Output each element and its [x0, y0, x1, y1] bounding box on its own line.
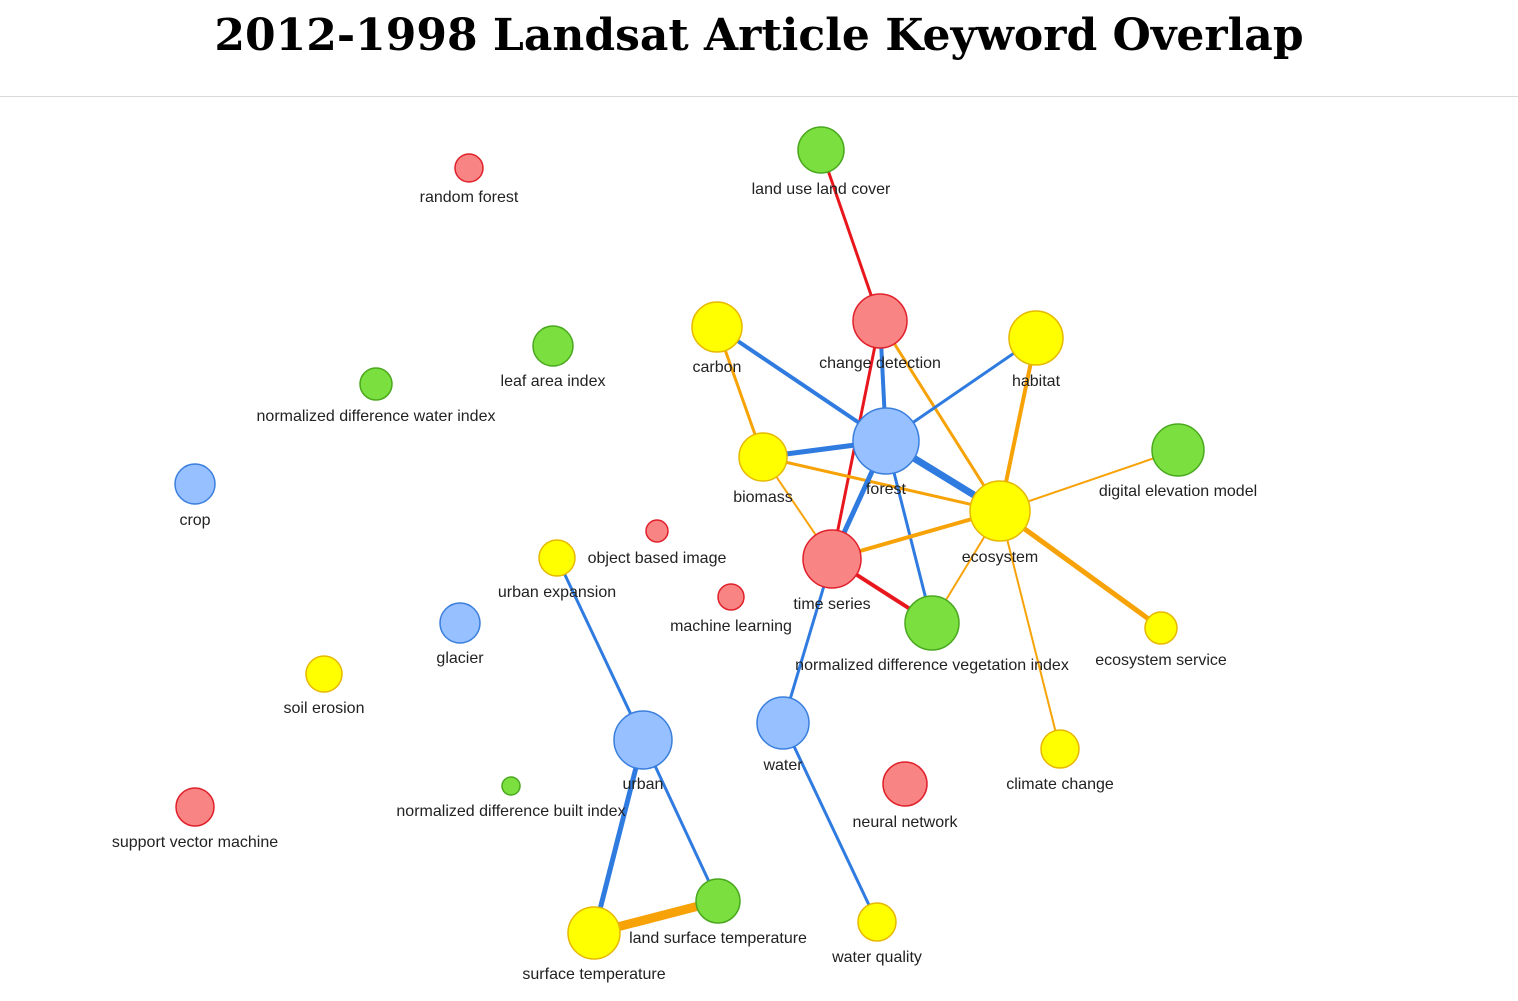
node-label-object-based-image: object based image [588, 550, 727, 567]
node-ndbi[interactable] [501, 776, 521, 796]
node-habitat[interactable] [1008, 310, 1064, 366]
node-label-leaf-area-index: leaf area index [501, 373, 606, 390]
node-label-ndbi: normalized difference built index [396, 803, 625, 820]
node-label-support-vector-machine: support vector machine [112, 834, 278, 851]
node-label-crop: crop [179, 512, 210, 529]
node-label-land-surface-temperature: land surface temperature [629, 930, 807, 947]
node-label-land-use-land-cover: land use land cover [752, 181, 891, 198]
header: 2012-1998 Landsat Article Keyword Overla… [0, 0, 1518, 97]
node-label-habitat: habitat [1012, 373, 1061, 390]
edge-ecosystem-ecosystem-service [998, 508, 1163, 631]
node-time-series[interactable] [802, 529, 862, 589]
node-label-carbon: carbon [693, 359, 742, 376]
node-crop[interactable] [174, 463, 216, 505]
node-label-neural-network: neural network [853, 814, 959, 831]
node-label-ndvi: normalized difference vegetation index [795, 657, 1069, 674]
node-carbon[interactable] [691, 301, 743, 353]
node-label-water-quality: water quality [831, 949, 922, 966]
node-land-use-land-cover[interactable] [797, 126, 845, 174]
node-digital-elevation-model[interactable] [1151, 423, 1205, 477]
node-label-soil-erosion: soil erosion [284, 700, 365, 717]
edge-water-water-quality [781, 722, 879, 923]
node-water[interactable] [756, 696, 810, 750]
edge-ecosystem-climate-change [999, 510, 1061, 750]
node-label-change-detection: change detection [819, 355, 941, 372]
node-random-forest[interactable] [454, 153, 484, 183]
node-support-vector-machine[interactable] [175, 787, 215, 827]
node-label-random-forest: random forest [420, 189, 519, 206]
nodes-layer [174, 126, 1205, 960]
node-ecosystem[interactable] [969, 480, 1031, 542]
node-label-urban: urban [623, 776, 664, 793]
node-surface-temperature[interactable] [567, 906, 621, 960]
node-urban[interactable] [613, 710, 673, 770]
node-climate-change[interactable] [1040, 729, 1080, 769]
node-label-machine-learning: machine learning [670, 618, 792, 635]
node-land-surface-temperature[interactable] [695, 878, 741, 924]
node-glacier[interactable] [439, 602, 481, 644]
edge-change-detection-ecosystem [878, 320, 1002, 512]
node-leaf-area-index[interactable] [532, 325, 574, 367]
edge-carbon-forest [715, 325, 888, 443]
node-label-forest: forest [866, 481, 907, 498]
node-label-biomass: biomass [733, 489, 793, 506]
page-title: 2012-1998 Landsat Article Keyword Overla… [214, 10, 1304, 61]
labels-layer: random forest land use land cover leaf are… [112, 181, 1257, 983]
node-forest[interactable] [852, 407, 920, 475]
node-label-glacier: glacier [436, 650, 484, 667]
node-label-surface-temperature: surface temperature [522, 966, 665, 983]
edge-land-use-land-cover-change-detection [819, 149, 882, 322]
edge-biomass-ecosystem [762, 455, 1001, 513]
node-label-water: water [762, 757, 803, 774]
edge-digital-elevation-model-ecosystem [999, 449, 1179, 512]
node-ecosystem-service[interactable] [1144, 611, 1178, 645]
node-water-quality[interactable] [857, 902, 897, 942]
node-neural-network[interactable] [882, 761, 928, 807]
node-label-time-series: time series [793, 596, 870, 613]
node-ndwi[interactable] [359, 367, 393, 401]
node-soil-erosion[interactable] [305, 655, 343, 693]
edge-urban-surface-temperature [591, 739, 646, 934]
node-urban-expansion[interactable] [538, 539, 576, 577]
node-label-digital-elevation-model: digital elevation model [1099, 483, 1257, 500]
node-object-based-image[interactable] [645, 519, 669, 543]
node-label-ecosystem-service: ecosystem service [1095, 652, 1227, 669]
node-label-climate-change: climate change [1006, 776, 1114, 793]
node-ndvi[interactable] [904, 595, 960, 651]
edge-urban-expansion-urban [555, 557, 645, 741]
node-label-ndwi: normalized difference water index [257, 408, 496, 425]
node-change-detection[interactable] [852, 293, 908, 349]
node-label-ecosystem: ecosystem [962, 549, 1038, 566]
node-label-urban-expansion: urban expansion [498, 584, 616, 601]
node-biomass[interactable] [738, 432, 788, 482]
node-machine-learning[interactable] [717, 583, 745, 611]
